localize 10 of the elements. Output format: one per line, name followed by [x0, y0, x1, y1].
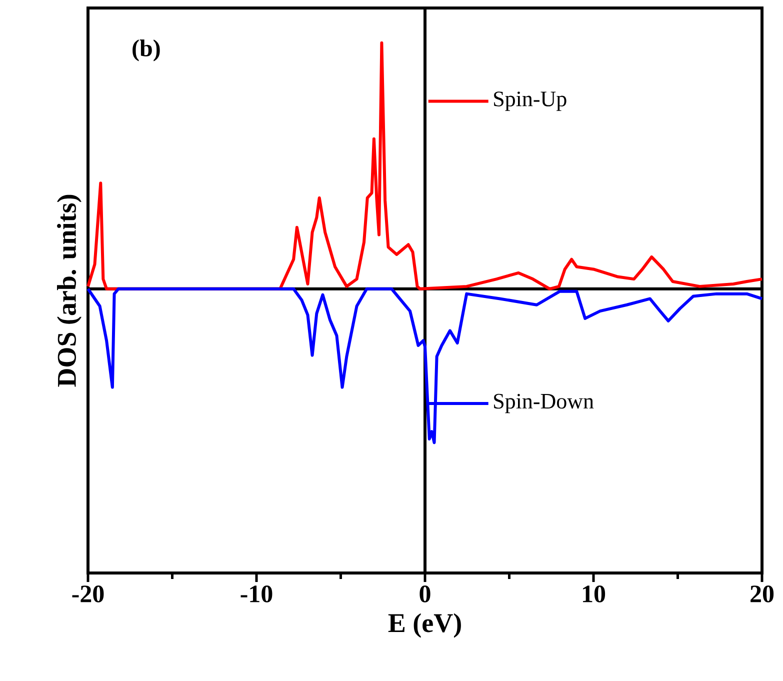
y-axis-title: DOS (arb. units) — [57, 194, 82, 387]
x-tick-label: -10 — [240, 586, 272, 602]
x-tick-label: -20 — [72, 586, 104, 602]
legend-label: Spin-Down — [494, 394, 594, 414]
x-axis-title: E (eV) — [388, 613, 461, 638]
x-tick-label: 10 — [583, 586, 606, 602]
legend-label: Spin-Up — [494, 92, 566, 111]
annotation: (b) — [132, 40, 160, 62]
x-tick-label: 20 — [750, 586, 774, 602]
x-tick-label: 0 — [420, 586, 430, 602]
